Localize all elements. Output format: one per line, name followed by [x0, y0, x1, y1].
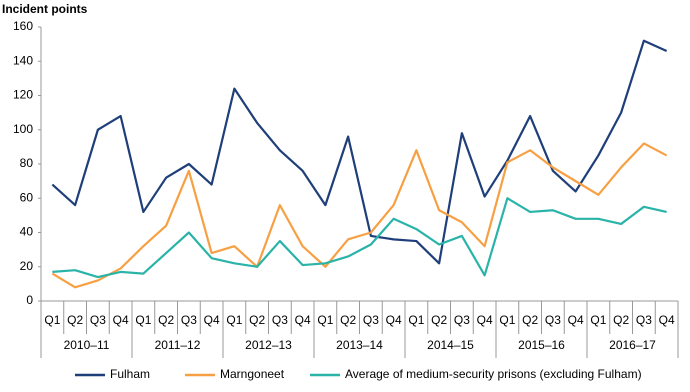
x-tick-label: Q3	[363, 313, 379, 327]
x-tick-label: Q2	[613, 313, 629, 327]
x-tick-label: Q4	[386, 313, 402, 327]
group-label: 2013–14	[336, 338, 383, 352]
x-tick-label: Q1	[135, 313, 151, 327]
group-label: 2012–13	[245, 338, 292, 352]
group-label: 2016–17	[609, 338, 656, 352]
group-label: 2010–11	[64, 338, 110, 352]
legend-label: Marngoneet	[220, 367, 285, 381]
y-tick-label: 20	[20, 259, 34, 273]
legend-label: Average of medium-security prisons (excl…	[345, 367, 642, 381]
y-tick-label: 140	[13, 53, 33, 67]
series-line	[51, 39, 668, 265]
x-tick-label: Q1	[44, 313, 60, 327]
x-tick-label: Q4	[295, 313, 311, 327]
x-tick-label: Q4	[568, 313, 584, 327]
x-tick-label: Q3	[636, 313, 652, 327]
x-tick-label: Q2	[249, 313, 265, 327]
group-label: 2015–16	[518, 338, 565, 352]
x-tick-label: Q3	[90, 313, 106, 327]
x-tick-label: Q2	[67, 313, 83, 327]
x-tick-label: Q3	[454, 313, 470, 327]
x-tick-label: Q4	[477, 313, 493, 327]
group-label: 2014–15	[427, 338, 474, 352]
x-tick-label: Q1	[317, 313, 333, 327]
x-tick-label: Q3	[272, 313, 288, 327]
group-label: 2011–12	[155, 338, 201, 352]
x-tick-label: Q4	[113, 313, 129, 327]
y-tick-label: 120	[13, 88, 33, 102]
y-tick-label: 100	[13, 122, 33, 136]
y-tick-label: 80	[20, 156, 34, 170]
y-tick-label: 160	[13, 19, 33, 33]
y-tick-label: 40	[20, 225, 34, 239]
x-tick-label: Q1	[590, 313, 606, 327]
series-line	[51, 142, 668, 289]
y-tick-label: 0	[26, 293, 33, 307]
x-tick-label: Q4	[659, 313, 675, 327]
legend-label: Fulham	[110, 367, 150, 381]
x-tick-label: Q3	[181, 313, 197, 327]
x-tick-label: Q1	[226, 313, 242, 327]
y-tick-label: 60	[20, 190, 34, 204]
x-tick-label: Q4	[204, 313, 220, 327]
x-tick-label: Q2	[340, 313, 356, 327]
x-tick-label: Q1	[408, 313, 424, 327]
y-axis-title: Incident points	[2, 2, 88, 16]
x-tick-label: Q3	[545, 313, 561, 327]
x-tick-label: Q2	[158, 313, 174, 327]
x-tick-label: Q2	[522, 313, 538, 327]
series-line	[52, 197, 667, 279]
x-tick-label: Q2	[431, 313, 447, 327]
x-tick-label: Q1	[499, 313, 515, 327]
